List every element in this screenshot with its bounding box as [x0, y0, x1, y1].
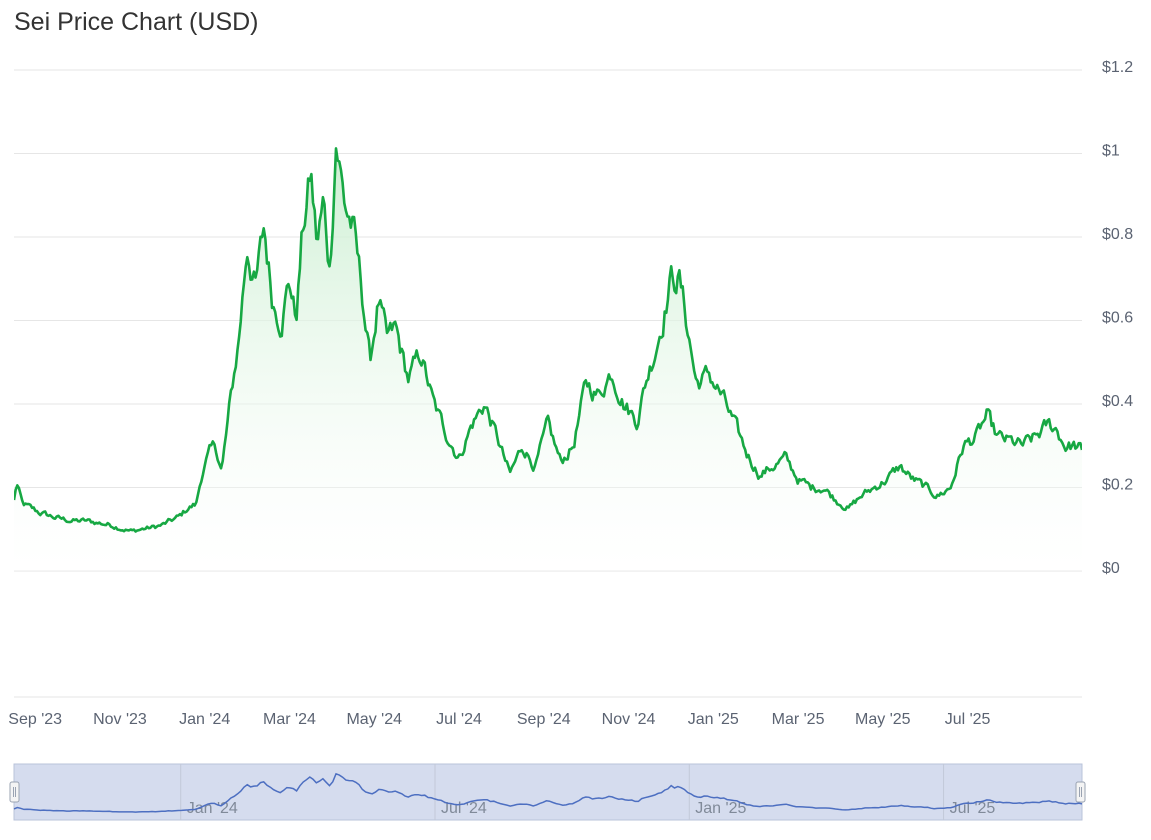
chart-title: Sei Price Chart (USD) [14, 8, 259, 36]
y-tick-label: $1 [1102, 143, 1120, 160]
x-tick-label: May '24 [346, 711, 402, 728]
y-tick-label: $0.4 [1102, 393, 1133, 410]
range-navigator[interactable]: Jan '24 Jul '24 Jan '25 Jul '25 [9, 763, 1086, 821]
x-tick-label: Nov '23 [93, 711, 147, 728]
navigator-tick-label: Jan '25 [695, 800, 746, 817]
y-tick-label: $1.2 [1102, 59, 1133, 76]
navigator-left-handle[interactable] [9, 781, 20, 803]
plot-area [14, 147, 1082, 571]
x-tick-label: Jan '25 [688, 711, 739, 728]
y-tick-label: $0 [1102, 560, 1120, 577]
navigator-right-handle[interactable] [1075, 781, 1086, 803]
navigator-selected-range[interactable] [13, 763, 1083, 821]
x-tick-label: May '25 [855, 711, 911, 728]
y-tick-label: $0.2 [1102, 477, 1133, 494]
x-axis: Sep '23 Nov '23 Jan '24 Mar '24 May '24 Jul '… [8, 711, 990, 728]
x-tick-label: Nov '24 [602, 711, 656, 728]
x-tick-label: Jul '25 [945, 711, 991, 728]
y-tick-label: $0.8 [1102, 226, 1133, 243]
x-tick-label: Jan '24 [179, 711, 230, 728]
x-tick-label: Jul '24 [436, 711, 482, 728]
y-axis: $0 $0.2 $0.4 $0.6 $0.8 $1 $1.2 [1102, 59, 1133, 577]
y-tick-label: $0.6 [1102, 310, 1133, 327]
navigator-price-line [13, 772, 1083, 813]
price-line [14, 147, 1082, 533]
x-tick-label: Sep '23 [8, 711, 62, 728]
x-tick-label: Mar '24 [263, 711, 316, 728]
x-tick-label: Sep '24 [517, 711, 571, 728]
x-tick-label: Mar '25 [772, 711, 825, 728]
price-area-fill [14, 148, 1082, 571]
navigator-tick-label: Jan '24 [187, 800, 238, 817]
